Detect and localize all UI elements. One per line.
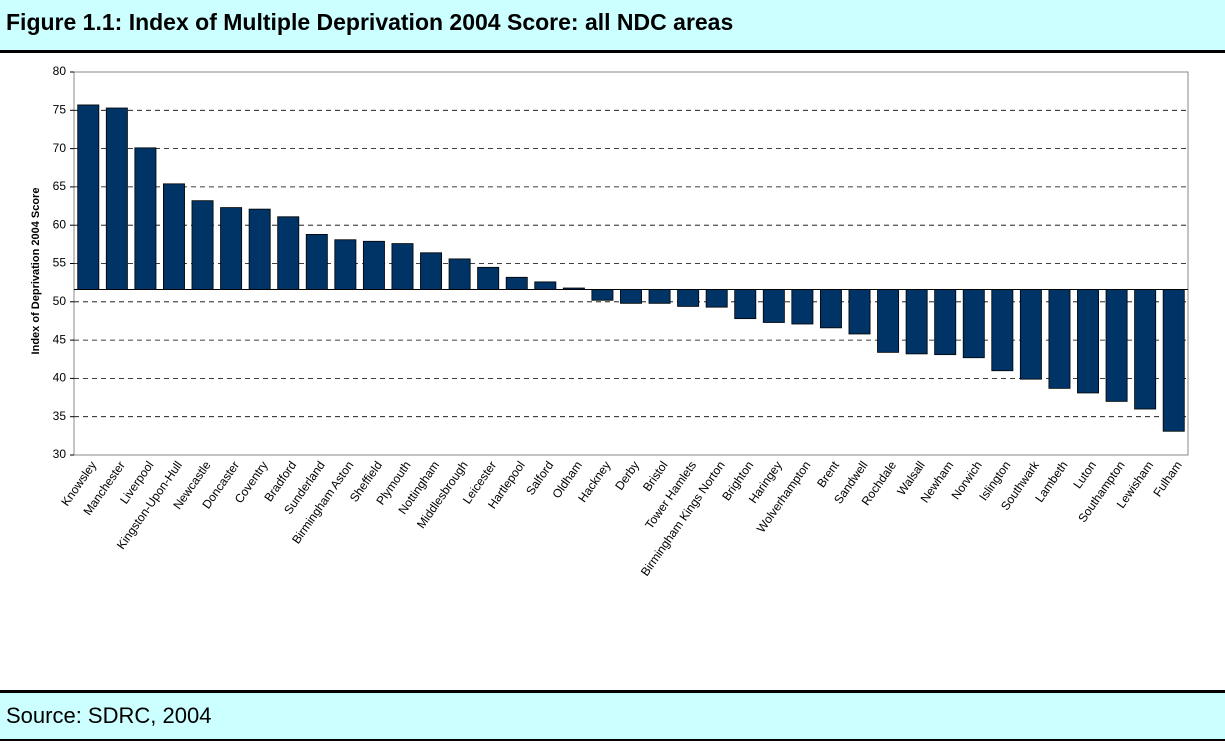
bar — [420, 252, 443, 290]
y-tick-label: 55 — [53, 256, 67, 270]
bar — [1105, 289, 1128, 402]
y-tick-label: 40 — [53, 371, 67, 385]
bar — [991, 289, 1014, 372]
bar — [105, 107, 128, 290]
bar — [762, 289, 785, 323]
y-tick-label: 45 — [53, 332, 67, 346]
y-tick-label: 80 — [53, 64, 67, 78]
y-tick-label: 75 — [53, 102, 67, 116]
bar — [448, 258, 471, 290]
bar — [620, 289, 642, 304]
y-tick-label: 65 — [53, 179, 67, 193]
bar — [1134, 289, 1157, 410]
bar — [1019, 289, 1042, 380]
bar — [791, 289, 814, 325]
bar — [819, 289, 842, 329]
title: Figure 1.1: Index of Multiple Deprivatio… — [6, 9, 734, 35]
y-tick-label: 30 — [53, 447, 67, 461]
bar — [905, 289, 928, 355]
bar — [534, 281, 557, 290]
bar — [734, 289, 757, 320]
bar — [962, 289, 985, 359]
x-tick-label: Luton — [1070, 459, 1099, 492]
bar — [334, 239, 357, 290]
bar — [305, 233, 328, 290]
bar — [648, 289, 671, 304]
bar — [391, 243, 414, 290]
bar — [248, 208, 271, 290]
x-tick-label: Fulham — [1150, 459, 1184, 500]
bar — [77, 104, 100, 290]
header: Figure 1.1: Index of Multiple Deprivatio… — [0, 0, 1225, 53]
bar — [1077, 289, 1099, 394]
bar — [591, 289, 614, 301]
y-tick-label: 60 — [53, 217, 67, 231]
y-tick-label: 50 — [53, 294, 67, 308]
bar — [1048, 289, 1071, 389]
footer: Source: SDRC, 2004 — [0, 690, 1225, 741]
bar — [1162, 289, 1185, 432]
source: Source: SDRC, 2004 — [6, 703, 212, 728]
bar — [134, 147, 157, 290]
bar — [677, 289, 700, 307]
y-tick-label: 35 — [53, 409, 67, 423]
x-tick-label: Brent — [814, 458, 842, 490]
bar — [277, 216, 300, 290]
x-tick-label: Derby — [612, 459, 642, 493]
y-tick-label: 70 — [53, 141, 67, 155]
bar — [877, 289, 900, 353]
bar — [220, 207, 243, 290]
y-axis-label: Index of Deprivation 2004 Score — [30, 188, 42, 355]
bar — [477, 266, 500, 290]
bar — [163, 183, 185, 290]
chart: Index of Deprivation 2004 Score 30 35 40 45… — [30, 64, 1189, 579]
bar — [705, 289, 728, 308]
bar — [362, 240, 385, 290]
bar — [191, 200, 214, 290]
bar — [848, 289, 871, 335]
bar — [505, 276, 528, 290]
bar — [934, 289, 957, 356]
